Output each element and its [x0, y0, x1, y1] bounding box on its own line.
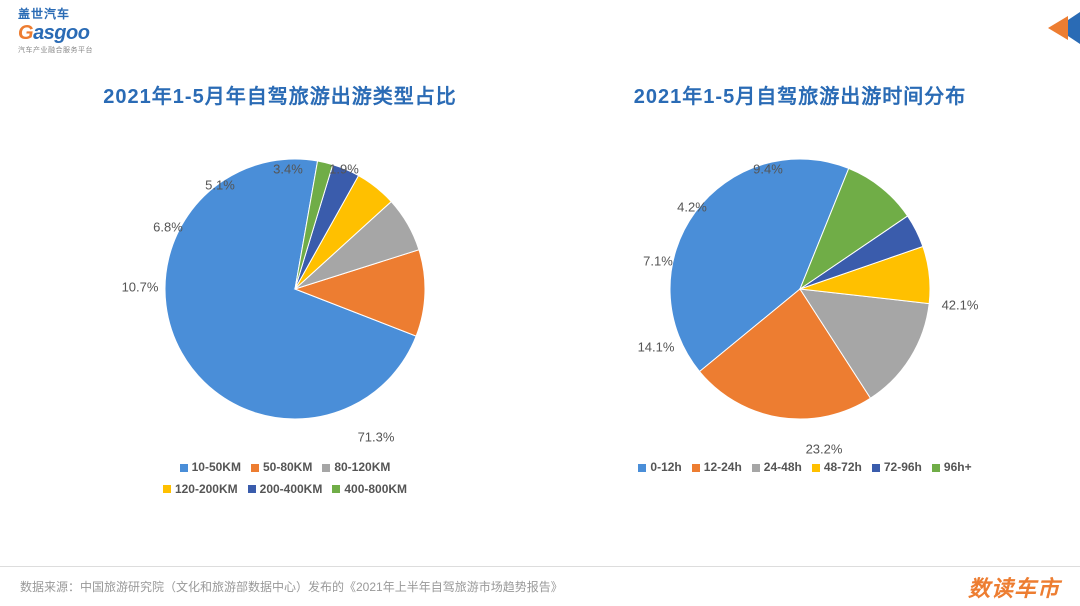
logo-sub: 汽车产业融合服务平台 [18, 45, 93, 55]
chart-title-left: 2021年1-5月年自驾旅游出游类型占比 [103, 80, 456, 109]
pie-label: 1.9% [329, 162, 359, 177]
legend-label: 0-12h [650, 460, 681, 474]
footer: 数据来源：中国旅游研究院（文化和旅游部数据中心）发布的《2021年上半年自驾旅游… [0, 566, 1080, 606]
legend-swatch [180, 464, 188, 472]
legend-swatch [932, 464, 940, 472]
pie-label: 14.1% [638, 340, 675, 355]
legend-swatch [332, 485, 340, 493]
logo-main-accent: G [18, 22, 33, 44]
pie-label: 7.1% [643, 254, 673, 269]
pie-label: 5.1% [205, 178, 235, 193]
footer-brand2: 车市 [1014, 576, 1060, 601]
pie-label: 71.3% [358, 430, 395, 445]
logo: 盖世汽车 Gasgoo 汽车产业融合服务平台 [18, 5, 93, 55]
legend-swatch [638, 464, 646, 472]
panel-right: 2021年1-5月自驾旅游出游时间分布 42.1% 23.2% 14.1% 7.1% 4… [550, 80, 1050, 500]
pie-right: 42.1%23.2%14.1%7.1%4.2%9.4% [620, 129, 980, 449]
legend-swatch [752, 464, 760, 472]
legend-swatch [248, 485, 256, 493]
content: 2021年1-5月年自驾旅游出游类型占比 71.3% 10.7% 6.8% 5.1% 3… [0, 60, 1080, 500]
logo-top: 盖世汽车 [18, 5, 93, 22]
legend-swatch [322, 464, 330, 472]
legend-swatch [251, 464, 259, 472]
source-text: 数据来源：中国旅游研究院（文化和旅游部数据中心）发布的《2021年上半年自驾旅游… [20, 578, 563, 595]
pie-label: 6.8% [153, 220, 183, 235]
legend-label: 72-96h [884, 460, 922, 474]
footer-brand: 数读车市 [968, 571, 1060, 603]
pie-label: 4.2% [677, 200, 707, 215]
legend-swatch [692, 464, 700, 472]
pie-label: 42.1% [942, 298, 979, 313]
legend-label: 24-48h [764, 460, 802, 474]
pie-label: 10.7% [122, 280, 159, 295]
pie-label: 9.4% [753, 162, 783, 177]
pie-label: 23.2% [806, 442, 843, 457]
legend-swatch [812, 464, 820, 472]
legend-label: 12-24h [704, 460, 742, 474]
pie-left: 71.3% 10.7% 6.8% 5.1% 3.4% 1.9% [100, 129, 460, 449]
legend-left: 10-50KM 50-80KM 80-120KM 120-200KM 200-400KM… [153, 457, 407, 500]
legend-label: 80-120KM [334, 460, 390, 474]
legend-swatch [163, 485, 171, 493]
legend-right: 0-12h 12-24h 24-48h 48-72h 72-96h 96h+ [628, 457, 971, 479]
legend-label: 10-50KM [192, 460, 241, 474]
legend-label: 400-800KM [344, 482, 407, 496]
logo-main-text: asgoo [33, 22, 89, 44]
legend-swatch [872, 464, 880, 472]
logo-main: Gasgoo [18, 22, 93, 45]
pie-label: 3.4% [273, 162, 303, 177]
corner-icon [1044, 12, 1080, 44]
legend-label: 96h+ [944, 460, 972, 474]
header: 盖世汽车 Gasgoo 汽车产业融合服务平台 [0, 0, 1080, 60]
legend-label: 120-200KM [175, 482, 238, 496]
chart-title-right: 2021年1-5月自驾旅游出游时间分布 [634, 80, 966, 109]
footer-brand1: 数读 [968, 576, 1014, 601]
legend-label: 48-72h [824, 460, 862, 474]
panel-left: 2021年1-5月年自驾旅游出游类型占比 71.3% 10.7% 6.8% 5.1% 3… [30, 80, 530, 500]
legend-label: 50-80KM [263, 460, 312, 474]
legend-label: 200-400KM [260, 482, 323, 496]
